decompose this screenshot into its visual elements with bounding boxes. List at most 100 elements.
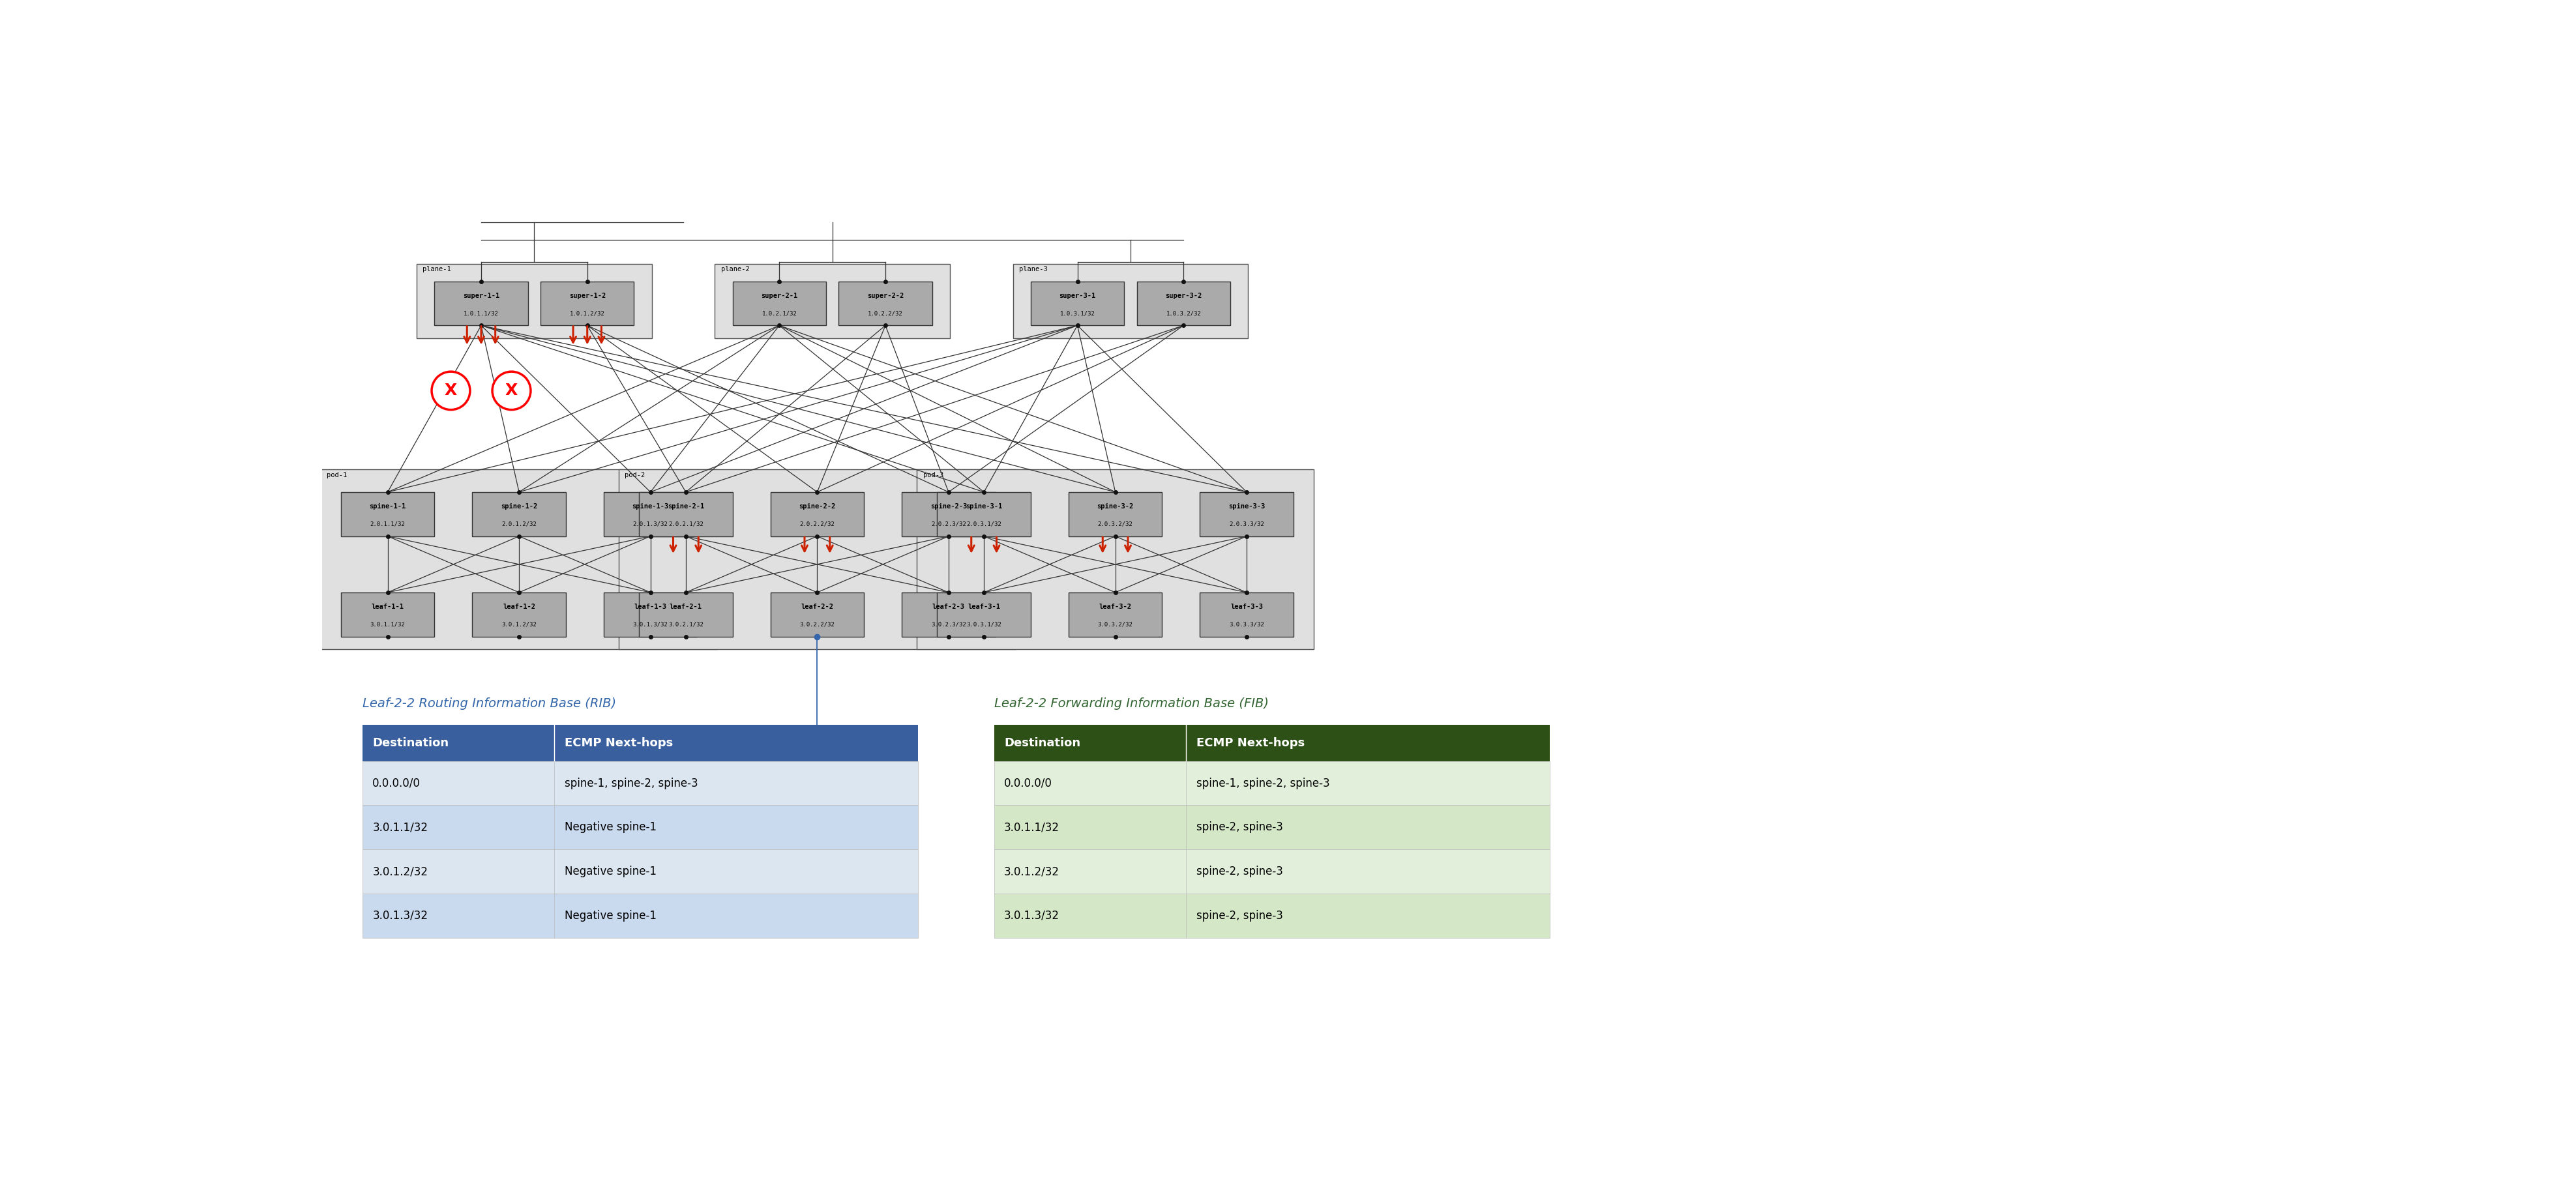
Text: 2.0.2.2/32: 2.0.2.2/32 (799, 521, 835, 527)
FancyBboxPatch shape (471, 492, 567, 537)
FancyBboxPatch shape (363, 725, 917, 761)
Text: 3.0.3.1/32: 3.0.3.1/32 (966, 622, 1002, 628)
FancyBboxPatch shape (417, 264, 652, 338)
Text: plane-2: plane-2 (721, 266, 750, 273)
Text: Destination: Destination (374, 737, 448, 749)
FancyBboxPatch shape (1030, 282, 1123, 326)
Text: spine-3-3: spine-3-3 (1229, 503, 1265, 510)
Text: Destination: Destination (1005, 737, 1079, 749)
FancyBboxPatch shape (917, 470, 1314, 649)
FancyBboxPatch shape (994, 849, 1551, 894)
Text: 2.0.2.1/32: 2.0.2.1/32 (667, 521, 703, 527)
Text: spine-1-2: spine-1-2 (500, 503, 538, 510)
Text: leaf-2-3: leaf-2-3 (933, 604, 966, 610)
FancyBboxPatch shape (363, 894, 917, 938)
FancyBboxPatch shape (938, 492, 1030, 537)
Text: Leaf-2-2 Forwarding Information Base (FIB): Leaf-2-2 Forwarding Information Base (FI… (994, 697, 1267, 710)
FancyBboxPatch shape (1069, 593, 1162, 636)
Text: 3.0.1.3/32: 3.0.1.3/32 (374, 909, 428, 921)
Text: spine-3-2: spine-3-2 (1097, 503, 1133, 510)
FancyBboxPatch shape (716, 264, 951, 338)
FancyBboxPatch shape (363, 761, 917, 805)
Text: spine-2, spine-3: spine-2, spine-3 (1195, 866, 1283, 877)
Text: Negative spine-1: Negative spine-1 (564, 866, 657, 877)
FancyBboxPatch shape (732, 282, 827, 326)
Text: 2.0.3.3/32: 2.0.3.3/32 (1229, 521, 1265, 527)
Text: leaf-3-3: leaf-3-3 (1231, 604, 1262, 610)
Text: 3.0.2.2/32: 3.0.2.2/32 (799, 622, 835, 628)
Text: super-1-1: super-1-1 (464, 292, 500, 300)
Text: 1.0.1.2/32: 1.0.1.2/32 (569, 310, 605, 316)
Text: Negative spine-1: Negative spine-1 (564, 822, 657, 833)
Text: 0.0.0.0/0: 0.0.0.0/0 (1005, 778, 1054, 789)
FancyBboxPatch shape (603, 492, 698, 537)
Text: 3.0.1.2/32: 3.0.1.2/32 (1005, 866, 1059, 877)
Text: leaf-3-1: leaf-3-1 (969, 604, 999, 610)
FancyBboxPatch shape (1069, 492, 1162, 537)
FancyBboxPatch shape (770, 492, 863, 537)
Text: plane-3: plane-3 (1020, 266, 1048, 273)
Text: 3.0.3.3/32: 3.0.3.3/32 (1229, 622, 1265, 628)
Text: leaf-3-2: leaf-3-2 (1100, 604, 1131, 610)
FancyBboxPatch shape (363, 849, 917, 894)
Text: leaf-1-1: leaf-1-1 (371, 604, 404, 610)
Text: spine-3-1: spine-3-1 (966, 503, 1002, 510)
Text: spine-2, spine-3: spine-2, spine-3 (1195, 909, 1283, 921)
Text: 2.0.3.2/32: 2.0.3.2/32 (1097, 521, 1133, 527)
Text: 3.0.1.1/32: 3.0.1.1/32 (371, 622, 404, 628)
Text: 3.0.1.1/32: 3.0.1.1/32 (374, 822, 428, 833)
FancyBboxPatch shape (435, 282, 528, 326)
Text: 3.0.1.2/32: 3.0.1.2/32 (374, 866, 428, 877)
Text: pod-3: pod-3 (922, 472, 943, 478)
Text: 3.0.1.2/32: 3.0.1.2/32 (502, 622, 536, 628)
Text: 3.0.2.3/32: 3.0.2.3/32 (930, 622, 966, 628)
Circle shape (492, 371, 531, 410)
FancyBboxPatch shape (994, 725, 1551, 761)
Text: ECMP Next-hops: ECMP Next-hops (564, 737, 672, 749)
Text: 3.0.1.1/32: 3.0.1.1/32 (1005, 822, 1059, 833)
Text: super-2-2: super-2-2 (868, 292, 904, 300)
Text: 2.0.1.2/32: 2.0.1.2/32 (502, 521, 536, 527)
Text: spine-1-3: spine-1-3 (631, 503, 670, 510)
Text: X: X (505, 383, 518, 399)
Text: super-3-2: super-3-2 (1164, 292, 1203, 300)
Text: 3.0.2.1/32: 3.0.2.1/32 (667, 622, 703, 628)
FancyBboxPatch shape (840, 282, 933, 326)
Text: 3.0.1.3/32: 3.0.1.3/32 (634, 622, 667, 628)
Text: spine-2-1: spine-2-1 (667, 503, 703, 510)
Text: spine-2, spine-3: spine-2, spine-3 (1195, 822, 1283, 833)
Text: spine-1, spine-2, spine-3: spine-1, spine-2, spine-3 (564, 778, 698, 789)
FancyBboxPatch shape (1200, 593, 1293, 636)
Text: spine-2-2: spine-2-2 (799, 503, 835, 510)
Text: plane-1: plane-1 (422, 266, 451, 273)
FancyBboxPatch shape (902, 593, 994, 636)
FancyBboxPatch shape (1012, 264, 1247, 338)
Text: leaf-2-2: leaf-2-2 (801, 604, 835, 610)
Text: 2.0.1.3/32: 2.0.1.3/32 (634, 521, 667, 527)
Text: 2.0.1.1/32: 2.0.1.1/32 (371, 521, 404, 527)
Text: Negative spine-1: Negative spine-1 (564, 909, 657, 921)
Text: super-3-1: super-3-1 (1059, 292, 1095, 300)
Text: 2.0.2.3/32: 2.0.2.3/32 (930, 521, 966, 527)
FancyBboxPatch shape (340, 492, 435, 537)
FancyBboxPatch shape (322, 470, 716, 649)
Text: 3.0.3.2/32: 3.0.3.2/32 (1097, 622, 1133, 628)
Text: leaf-2-1: leaf-2-1 (670, 604, 703, 610)
Text: spine-1, spine-2, spine-3: spine-1, spine-2, spine-3 (1195, 778, 1329, 789)
Text: 0.0.0.0/0: 0.0.0.0/0 (374, 778, 420, 789)
FancyBboxPatch shape (603, 593, 698, 636)
Text: spine-2-3: spine-2-3 (930, 503, 966, 510)
Text: 1.0.1.1/32: 1.0.1.1/32 (464, 310, 500, 316)
Text: 3.0.1.3/32: 3.0.1.3/32 (1005, 909, 1059, 921)
FancyBboxPatch shape (471, 593, 567, 636)
FancyBboxPatch shape (618, 470, 1015, 649)
Circle shape (433, 371, 469, 410)
Text: ECMP Next-hops: ECMP Next-hops (1195, 737, 1303, 749)
Text: 2.0.3.1/32: 2.0.3.1/32 (966, 521, 1002, 527)
Text: 1.0.2.1/32: 1.0.2.1/32 (762, 310, 796, 316)
Text: Leaf-2-2 Routing Information Base (RIB): Leaf-2-2 Routing Information Base (RIB) (363, 697, 616, 710)
Text: super-1-2: super-1-2 (569, 292, 605, 300)
Text: 1.0.2.2/32: 1.0.2.2/32 (868, 310, 904, 316)
Text: leaf-1-2: leaf-1-2 (502, 604, 536, 610)
FancyBboxPatch shape (770, 593, 863, 636)
